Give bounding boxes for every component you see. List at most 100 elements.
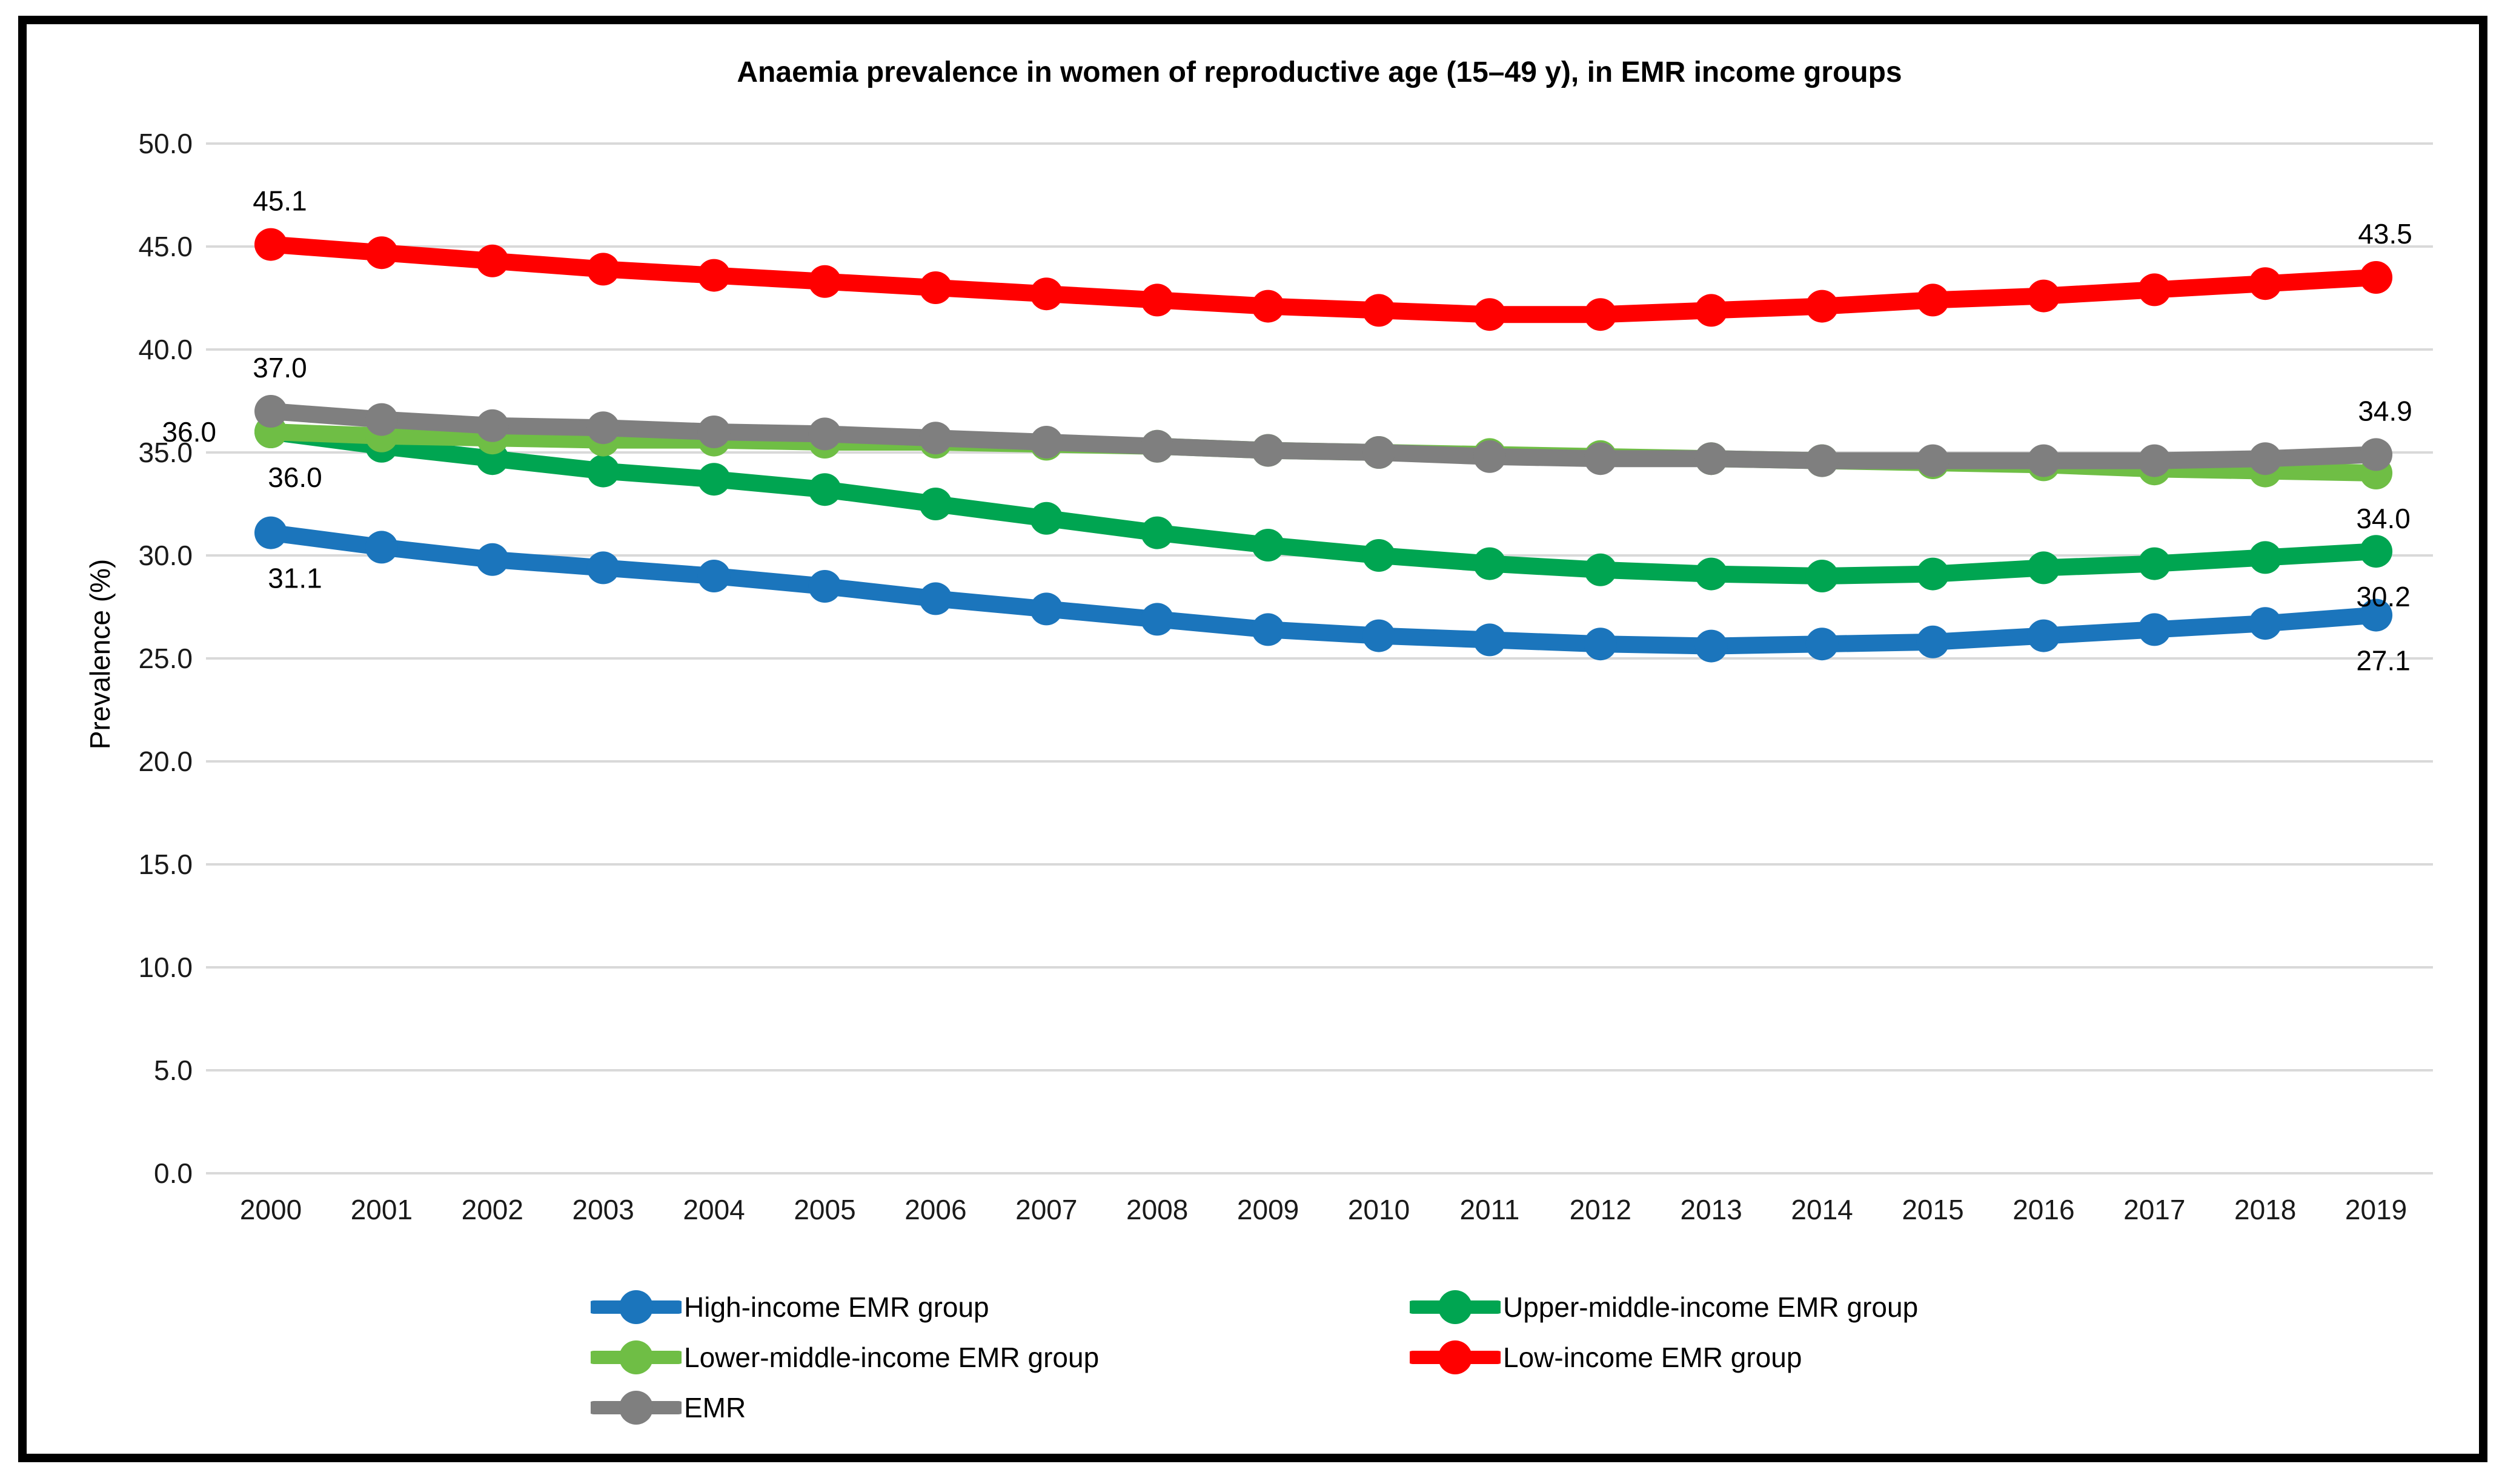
data-point-low-income-emr-group[interactable]	[586, 253, 620, 286]
data-point-emr[interactable]	[586, 411, 620, 445]
data-point-low-income-emr-group[interactable]	[1805, 290, 1839, 323]
data-point-high-income-emr-group[interactable]	[2138, 613, 2171, 646]
data-point-upper-middle-income-emr-group[interactable]	[1141, 516, 1174, 549]
data-point-upper-middle-income-emr-group[interactable]	[1473, 547, 1506, 580]
data-point-low-income-emr-group[interactable]	[365, 236, 398, 270]
data-point-high-income-emr-group[interactable]	[2360, 598, 2393, 632]
data-point-high-income-emr-group[interactable]	[1030, 592, 1063, 626]
legend-item-lower-middle-income-emr-group[interactable]: Lower-middle-income EMR group	[591, 1336, 1099, 1379]
data-point-upper-middle-income-emr-group[interactable]	[586, 454, 620, 488]
data-point-low-income-emr-group[interactable]	[808, 265, 841, 298]
x-tick-label: 2016	[2013, 1194, 2074, 1225]
x-tick-label: 2019	[2345, 1194, 2407, 1225]
data-point-emr[interactable]	[2249, 442, 2282, 475]
data-label: 34.0	[2356, 503, 2411, 534]
data-point-low-income-emr-group[interactable]	[1252, 290, 1285, 323]
data-point-upper-middle-income-emr-group[interactable]	[808, 473, 841, 506]
data-point-emr[interactable]	[808, 417, 841, 451]
data-point-low-income-emr-group[interactable]	[2360, 261, 2393, 294]
data-point-high-income-emr-group[interactable]	[2027, 619, 2060, 652]
data-point-emr[interactable]	[2360, 438, 2393, 471]
data-point-low-income-emr-group[interactable]	[2027, 279, 2060, 313]
data-point-high-income-emr-group[interactable]	[919, 582, 952, 615]
y-tick-label: 25.0	[138, 643, 193, 674]
data-point-upper-middle-income-emr-group[interactable]	[2249, 541, 2282, 574]
y-tick-label: 50.0	[138, 128, 193, 159]
data-point-upper-middle-income-emr-group[interactable]	[1362, 539, 1395, 572]
data-point-low-income-emr-group[interactable]	[476, 244, 509, 277]
data-label: 31.1	[268, 563, 322, 594]
legend-item-upper-middle-income-emr-group[interactable]: Upper-middle-income EMR group	[1410, 1285, 1918, 1329]
y-tick-label: 10.0	[138, 952, 193, 983]
data-point-upper-middle-income-emr-group[interactable]	[2027, 551, 2060, 585]
data-point-low-income-emr-group[interactable]	[1141, 283, 1174, 317]
data-point-emr[interactable]	[1141, 429, 1174, 463]
data-point-high-income-emr-group[interactable]	[1362, 619, 1395, 652]
data-point-high-income-emr-group[interactable]	[1584, 628, 1617, 661]
data-point-emr[interactable]	[1916, 444, 1950, 477]
x-tick-label: 2010	[1348, 1194, 1410, 1225]
legend-line-marker-icon	[1410, 1340, 1501, 1374]
data-point-high-income-emr-group[interactable]	[808, 570, 841, 603]
data-point-high-income-emr-group[interactable]	[1916, 625, 1950, 658]
data-point-high-income-emr-group[interactable]	[697, 560, 731, 592]
data-point-low-income-emr-group[interactable]	[1030, 277, 1063, 311]
x-tick-label: 2001	[351, 1194, 413, 1225]
data-point-emr[interactable]	[476, 409, 509, 442]
legend-label: Lower-middle-income EMR group	[684, 1342, 1100, 1373]
data-point-emr[interactable]	[1694, 442, 1728, 475]
data-point-upper-middle-income-emr-group[interactable]	[697, 463, 731, 496]
data-point-upper-middle-income-emr-group[interactable]	[1252, 529, 1285, 561]
data-point-upper-middle-income-emr-group[interactable]	[1030, 502, 1063, 535]
data-point-low-income-emr-group[interactable]	[1584, 298, 1617, 331]
data-point-emr[interactable]	[2138, 444, 2171, 477]
data-point-high-income-emr-group[interactable]	[586, 551, 620, 585]
data-point-emr[interactable]	[365, 403, 398, 436]
data-point-low-income-emr-group[interactable]	[1694, 294, 1728, 327]
data-point-low-income-emr-group[interactable]	[1362, 294, 1395, 327]
legend-label: Low-income EMR group	[1503, 1342, 1802, 1373]
legend-item-emr[interactable]: EMR	[591, 1386, 746, 1429]
data-point-high-income-emr-group[interactable]	[1473, 623, 1506, 657]
data-point-upper-middle-income-emr-group[interactable]	[1584, 553, 1617, 586]
data-point-high-income-emr-group[interactable]	[2249, 607, 2282, 640]
data-point-low-income-emr-group[interactable]	[2138, 273, 2171, 306]
legend-label: Upper-middle-income EMR group	[1503, 1291, 1919, 1323]
data-point-low-income-emr-group[interactable]	[697, 259, 731, 292]
data-point-emr[interactable]	[1252, 434, 1285, 467]
data-point-emr[interactable]	[1030, 426, 1063, 459]
data-point-low-income-emr-group[interactable]	[1473, 298, 1506, 331]
data-point-high-income-emr-group[interactable]	[1805, 628, 1839, 661]
data-point-emr[interactable]	[1584, 442, 1617, 475]
data-point-emr[interactable]	[919, 422, 952, 455]
data-point-upper-middle-income-emr-group[interactable]	[1805, 560, 1839, 592]
y-tick-label: 0.0	[154, 1158, 193, 1189]
data-point-upper-middle-income-emr-group[interactable]	[1694, 557, 1728, 591]
data-point-high-income-emr-group[interactable]	[1694, 629, 1728, 663]
series-line-upper-middle-income-emr-group	[262, 423, 2385, 585]
data-point-high-income-emr-group[interactable]	[476, 543, 509, 576]
data-point-upper-middle-income-emr-group[interactable]	[2138, 547, 2171, 580]
data-point-low-income-emr-group[interactable]	[254, 228, 287, 261]
data-point-low-income-emr-group[interactable]	[919, 271, 952, 304]
data-point-low-income-emr-group[interactable]	[1916, 283, 1950, 317]
data-point-upper-middle-income-emr-group[interactable]	[2360, 535, 2393, 568]
legend-line-marker-icon	[591, 1340, 682, 1374]
legend-key-marker	[619, 1340, 653, 1374]
y-tick-label: 5.0	[154, 1055, 193, 1086]
data-point-upper-middle-income-emr-group[interactable]	[919, 488, 952, 520]
data-point-emr[interactable]	[1362, 436, 1395, 469]
data-point-emr[interactable]	[254, 395, 287, 428]
legend-item-high-income-emr-group[interactable]: High-income EMR group	[591, 1285, 989, 1329]
legend-item-low-income-emr-group[interactable]: Low-income EMR group	[1410, 1336, 1802, 1379]
data-point-emr[interactable]	[2027, 444, 2060, 477]
data-point-emr[interactable]	[1805, 444, 1839, 477]
data-point-low-income-emr-group[interactable]	[2249, 267, 2282, 300]
data-point-high-income-emr-group[interactable]	[365, 531, 398, 564]
data-point-high-income-emr-group[interactable]	[1141, 603, 1174, 636]
data-point-high-income-emr-group[interactable]	[1252, 613, 1285, 646]
data-point-emr[interactable]	[1473, 440, 1506, 473]
data-point-high-income-emr-group[interactable]	[254, 516, 287, 549]
data-point-upper-middle-income-emr-group[interactable]	[1916, 557, 1950, 591]
data-point-emr[interactable]	[697, 416, 731, 448]
